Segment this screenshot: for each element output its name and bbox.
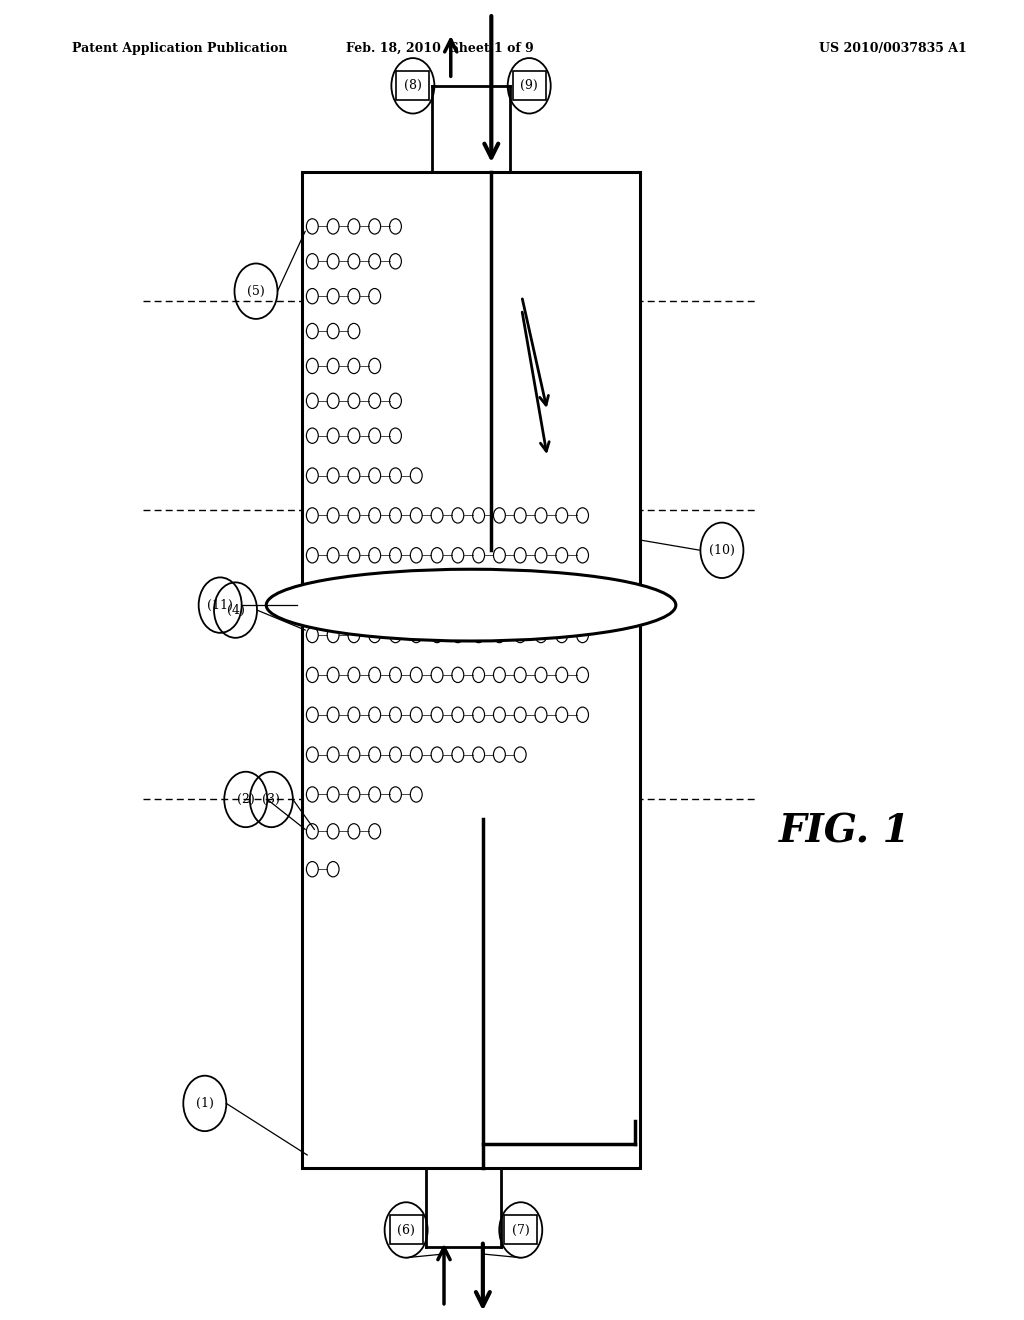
Text: (11): (11) [207, 599, 233, 611]
Text: (3): (3) [262, 793, 281, 807]
Text: FIG. 1: FIG. 1 [779, 813, 910, 850]
Text: (8): (8) [403, 79, 422, 92]
Bar [390, 1216, 423, 1245]
Bar [396, 71, 429, 100]
Text: (4): (4) [226, 603, 245, 616]
Bar [513, 71, 546, 100]
Text: (9): (9) [520, 79, 538, 92]
Text: US 2010/0037835 A1: US 2010/0037835 A1 [819, 42, 967, 55]
Text: (2): (2) [237, 793, 255, 807]
Ellipse shape [266, 569, 676, 642]
Bar [302, 172, 640, 1168]
Text: (6): (6) [397, 1224, 415, 1237]
Text: Feb. 18, 2010  Sheet 1 of 9: Feb. 18, 2010 Sheet 1 of 9 [346, 42, 535, 55]
Text: (10): (10) [709, 544, 735, 557]
Text: Patent Application Publication: Patent Application Publication [72, 42, 287, 55]
Text: (5): (5) [247, 285, 265, 298]
Text: (1): (1) [196, 1097, 214, 1110]
Bar [505, 1216, 538, 1245]
Text: (7): (7) [512, 1224, 529, 1237]
